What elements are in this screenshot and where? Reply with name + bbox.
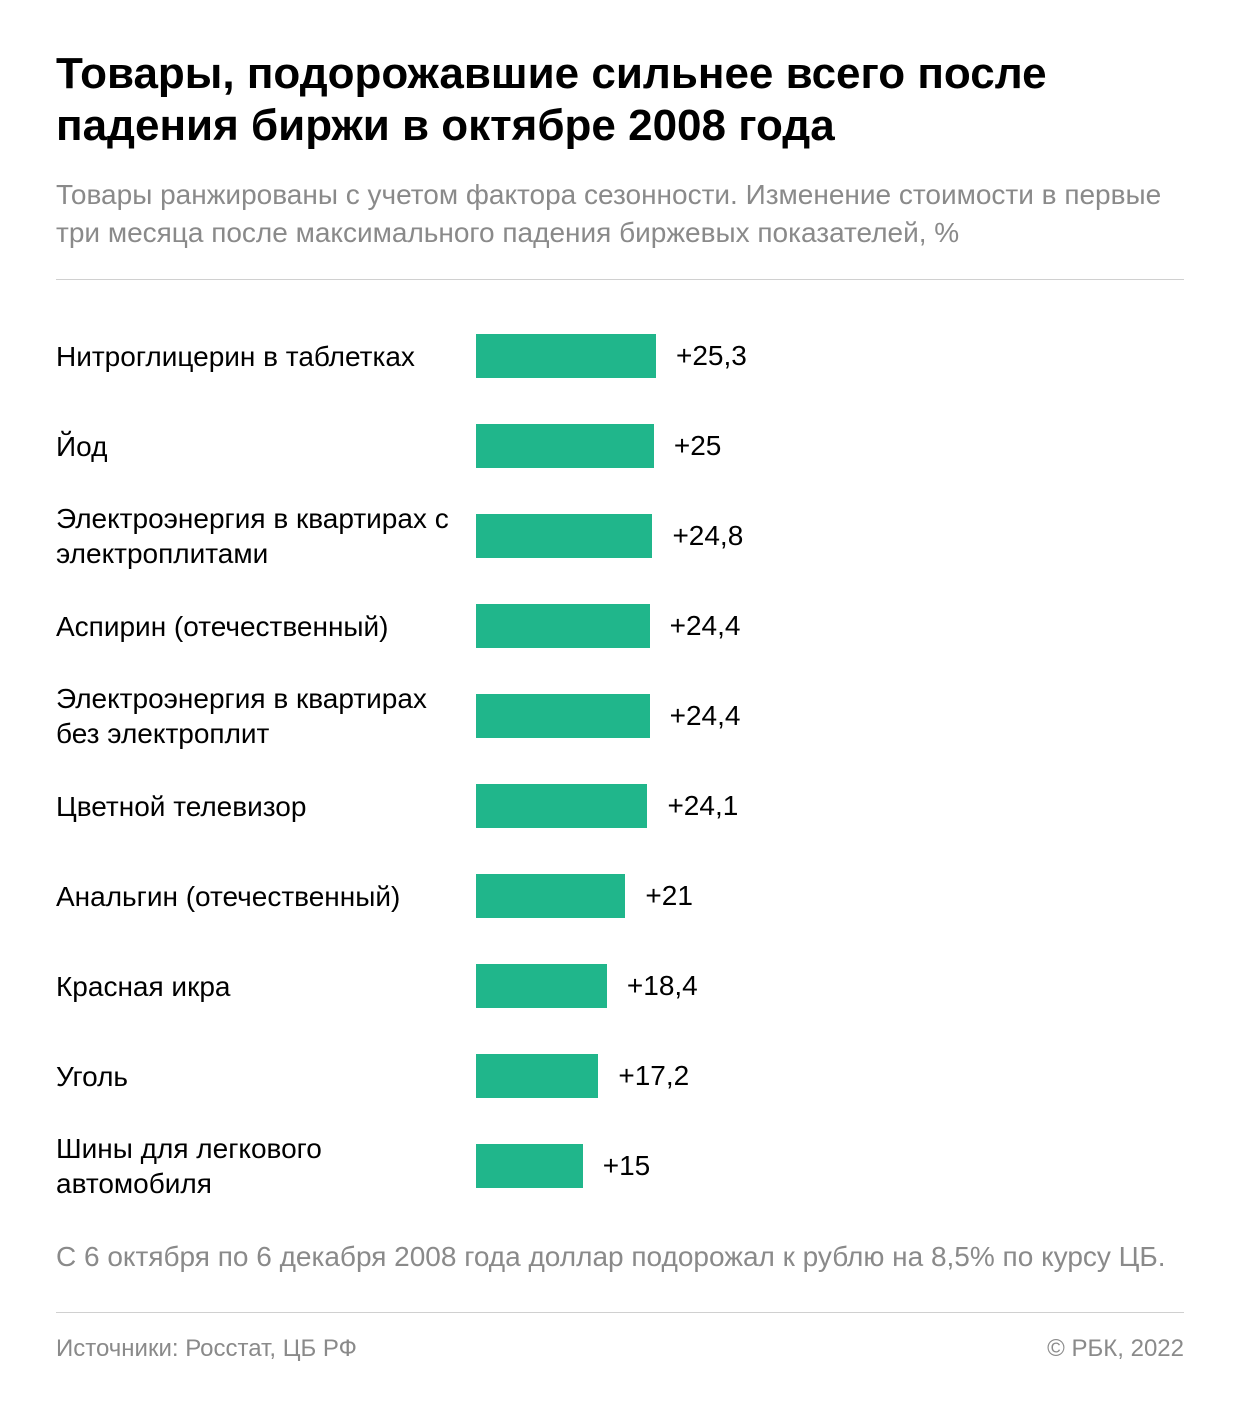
chart-footnote: С 6 октября по 6 декабря 2008 года долла… — [56, 1238, 1184, 1276]
chart-row: Электроэнергия в квартирах с электроплит… — [56, 500, 1184, 572]
chart-row: Цветной телевизор +24,1 — [56, 770, 1184, 842]
bar — [476, 1144, 583, 1188]
bar — [476, 964, 607, 1008]
bar-area: +21 — [476, 874, 1184, 918]
row-label: Шины для легкового автомобиля — [56, 1131, 476, 1201]
bar — [476, 334, 656, 378]
bar-value: +25,3 — [676, 340, 747, 372]
chart-title: Товары, подорожавшие сильнее всего после… — [56, 48, 1184, 152]
bar-value: +25 — [674, 430, 722, 462]
row-label: Цветной телевизор — [56, 789, 476, 824]
row-label: Электроэнергия в квартирах без электропл… — [56, 681, 476, 751]
bar — [476, 874, 625, 918]
row-label: Аспирин (отечественный) — [56, 609, 476, 644]
row-label: Йод — [56, 429, 476, 464]
row-label: Электроэнергия в квартирах с электроплит… — [56, 501, 476, 571]
chart-subtitle: Товары ранжированы с учетом фактора сезо… — [56, 176, 1184, 252]
bar-area: +17,2 — [476, 1054, 1184, 1098]
bar-area: +24,1 — [476, 784, 1184, 828]
bar-area: +24,8 — [476, 514, 1184, 558]
bar-value: +24,8 — [672, 520, 743, 552]
bar-value: +24,4 — [670, 700, 741, 732]
divider-top — [56, 279, 1184, 280]
bar-value: +24,1 — [667, 790, 738, 822]
bar-area: +25 — [476, 424, 1184, 468]
row-label: Красная икра — [56, 969, 476, 1004]
bar — [476, 784, 647, 828]
bar — [476, 1054, 598, 1098]
bar — [476, 694, 650, 738]
bar-chart: Нитроглицерин в таблетках +25,3 Йод +25 Элек… — [56, 320, 1184, 1202]
bar-value: +17,2 — [618, 1060, 689, 1092]
row-label: Уголь — [56, 1059, 476, 1094]
chart-row: Нитроглицерин в таблетках +25,3 — [56, 320, 1184, 392]
sources-text: Источники: Росстат, ЦБ РФ — [56, 1335, 357, 1363]
bar-value: +21 — [645, 880, 693, 912]
row-label: Анальгин (отечественный) — [56, 879, 476, 914]
bar-value: +15 — [603, 1150, 651, 1182]
bar-area: +24,4 — [476, 694, 1184, 738]
footer-row: Источники: Росстат, ЦБ РФ © РБК, 2022 — [56, 1335, 1184, 1363]
bar — [476, 424, 654, 468]
chart-row: Йод +25 — [56, 410, 1184, 482]
row-label: Нитроглицерин в таблетках — [56, 339, 476, 374]
chart-row: Красная икра +18,4 — [56, 950, 1184, 1022]
bar-value: +24,4 — [670, 610, 741, 642]
chart-row: Аспирин (отечественный) +24,4 — [56, 590, 1184, 662]
copyright-text: © РБК, 2022 — [1047, 1335, 1184, 1363]
bar-area: +24,4 — [476, 604, 1184, 648]
bar — [476, 604, 650, 648]
chart-row: Анальгин (отечественный) +21 — [56, 860, 1184, 932]
chart-row: Уголь +17,2 — [56, 1040, 1184, 1112]
bar-area: +15 — [476, 1144, 1184, 1188]
bar-area: +18,4 — [476, 964, 1184, 1008]
bar-value: +18,4 — [627, 970, 698, 1002]
bar — [476, 514, 652, 558]
bar-area: +25,3 — [476, 334, 1184, 378]
chart-row: Электроэнергия в квартирах без электропл… — [56, 680, 1184, 752]
chart-row: Шины для легкового автомобиля +15 — [56, 1130, 1184, 1202]
divider-bottom — [56, 1312, 1184, 1313]
